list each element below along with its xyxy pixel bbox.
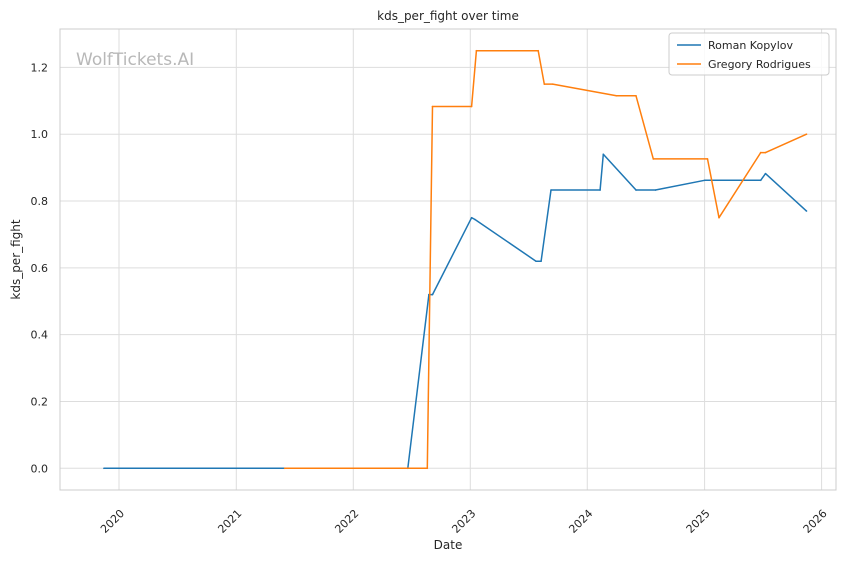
plot-area-frame (59, 28, 837, 491)
data-point (764, 172, 767, 175)
x-axis-label: Date (434, 538, 463, 552)
data-point (103, 467, 105, 470)
data-point (759, 179, 762, 182)
chart-title: kds_per_fight over time (377, 9, 519, 23)
data-point (718, 216, 720, 219)
data-point (652, 158, 655, 160)
y-axis-label: kds_per_fight (9, 219, 23, 300)
data-point (537, 49, 540, 52)
series-lines (103, 49, 808, 470)
data-point (706, 158, 709, 160)
watermark-text: WolfTickets.AI (76, 50, 194, 70)
data-point (475, 49, 478, 52)
y-tick-label: 1.0 (31, 128, 49, 141)
data-point (635, 95, 637, 97)
data-point (550, 189, 552, 191)
data-point (470, 216, 473, 219)
y-tick-label: 0.0 (31, 462, 49, 475)
data-point (426, 467, 429, 470)
data-point (602, 153, 605, 156)
series-line-gregory-rodrigues (284, 49, 807, 470)
data-point (551, 83, 554, 85)
data-point (540, 260, 542, 262)
legend-box (668, 32, 830, 76)
data-point (543, 83, 546, 85)
y-tick-label: 0.2 (31, 395, 49, 408)
y-tick-label: 0.6 (31, 262, 49, 275)
data-point (764, 151, 767, 154)
data-point (431, 293, 434, 296)
legend: Roman Kopylov Gregory Rodrigues (668, 32, 830, 76)
data-point (470, 105, 473, 108)
data-point (654, 189, 657, 191)
data-point (805, 133, 808, 136)
data-point (805, 210, 808, 212)
legend-label-roman-kopylov: Roman Kopylov (708, 39, 793, 52)
data-point (759, 151, 762, 154)
legend-label-gregory-rodrigues: Gregory Rodrigues (708, 58, 811, 71)
data-point (473, 218, 476, 221)
data-point (703, 179, 706, 182)
data-point (615, 95, 618, 97)
data-point (599, 189, 601, 191)
y-tick-label: 0.4 (31, 329, 49, 342)
y-tick-label: 1.2 (31, 61, 49, 74)
data-point (283, 467, 286, 470)
data-point (535, 260, 537, 262)
y-tick-label: 0.8 (31, 195, 49, 208)
data-point (431, 105, 434, 108)
data-point (635, 189, 637, 191)
